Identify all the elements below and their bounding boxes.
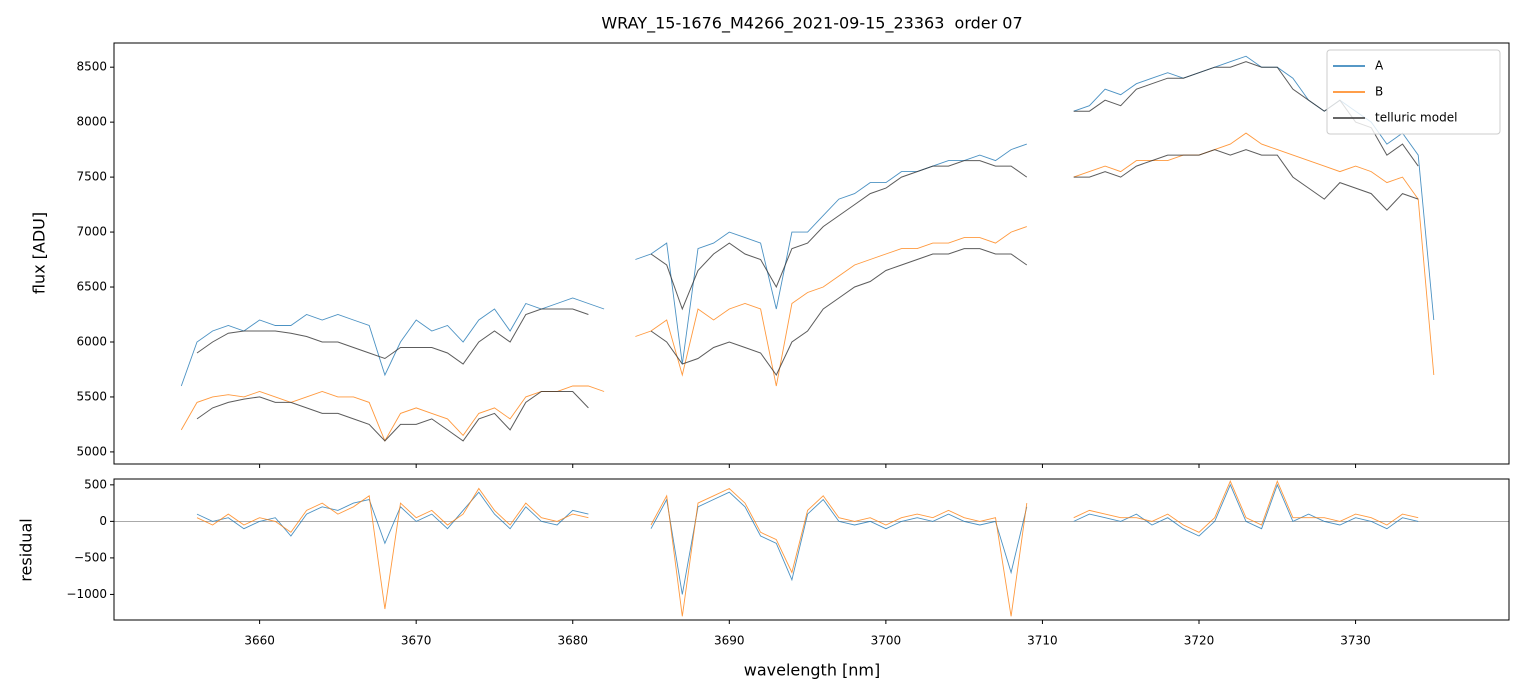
- y-axis-label: residual: [17, 518, 36, 581]
- chart-title: WRAY_15-1676_M4266_2021-09-15_23363 orde…: [601, 14, 1022, 34]
- y-tick-label: 8500: [76, 60, 107, 74]
- x-tick-label: 3680: [557, 634, 588, 648]
- plot-area: [180, 55, 1435, 442]
- series-line: [196, 479, 1419, 617]
- legend-box: [1326, 49, 1501, 135]
- y-tick-label: 6000: [76, 334, 107, 348]
- x-tick-label: 3730: [1340, 634, 1371, 648]
- legend-label: telluric model: [1375, 111, 1457, 125]
- series-line: [196, 483, 1419, 595]
- series-line: [180, 55, 1435, 387]
- series-line: [196, 149, 1419, 442]
- plot-area: [196, 479, 1419, 617]
- y-tick-label: 8000: [76, 115, 107, 129]
- x-tick-label: 3660: [244, 634, 275, 648]
- y-tick-label: −500: [74, 550, 107, 564]
- y-tick-label: 7000: [76, 225, 107, 239]
- y-tick-label: 5000: [76, 444, 107, 458]
- y-tick-label: 500: [84, 477, 107, 491]
- x-tick-label: 3710: [1027, 634, 1058, 648]
- y-tick-label: 6500: [76, 280, 107, 294]
- legend-label: A: [1375, 59, 1384, 73]
- y-axis-label: flux [ADU]: [30, 212, 49, 294]
- x-tick-label: 3690: [714, 634, 745, 648]
- y-tick-label: 0: [99, 514, 107, 528]
- axes-frame: [113, 478, 1510, 621]
- y-tick-label: 5500: [76, 389, 107, 403]
- series-line: [196, 61, 1419, 365]
- x-tick-label: 3720: [1184, 634, 1215, 648]
- legend-label: B: [1375, 85, 1383, 99]
- x-tick-label: 3670: [401, 634, 432, 648]
- axes-frame: [113, 42, 1510, 465]
- x-tick-label: 3700: [871, 634, 902, 648]
- x-axis-label: wavelength [nm]: [744, 661, 881, 680]
- y-tick-label: 7500: [76, 170, 107, 184]
- y-tick-label: −1000: [66, 587, 107, 601]
- series-line: [180, 132, 1435, 442]
